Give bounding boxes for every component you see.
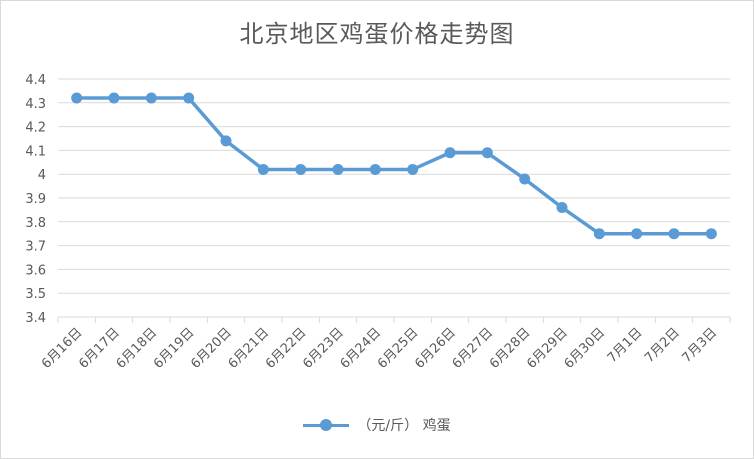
y-tick-label: 3.7 <box>25 240 46 255</box>
legend-marker-icon <box>303 418 350 432</box>
data-point <box>108 92 120 104</box>
x-tick-label: 6月30日 <box>562 325 609 372</box>
legend-label: （元/斤） 鸡蛋 <box>357 418 451 434</box>
x-tick-label: 7月2日 <box>642 325 683 366</box>
y-tick-label: 4.2 <box>25 121 46 136</box>
data-point <box>369 163 381 175</box>
x-tick-label: 6月19日 <box>151 325 198 372</box>
data-point <box>295 163 307 175</box>
data-point <box>519 173 531 185</box>
x-tick-label: 6月25日 <box>375 325 422 372</box>
data-point <box>257 163 269 175</box>
x-tick-label: 7月3日 <box>679 325 720 366</box>
data-point <box>145 92 157 104</box>
data-point <box>332 163 344 175</box>
legend: （元/斤） 鸡蛋 <box>0 415 754 435</box>
data-point <box>481 147 493 159</box>
y-tick-label: 4.4 <box>25 73 46 88</box>
y-tick-label: 4.1 <box>25 144 46 159</box>
data-point <box>220 135 232 147</box>
y-tick-label: 4.3 <box>25 97 46 112</box>
x-tick-label: 6月28日 <box>487 325 534 372</box>
data-point <box>705 228 717 240</box>
y-tick-label: 3.8 <box>25 216 46 231</box>
data-point <box>444 147 456 159</box>
data-point <box>593 228 605 240</box>
chart-title: 北京地区鸡蛋价格走势图 <box>239 20 515 48</box>
x-tick-label: 7月1日 <box>605 325 646 366</box>
x-tick-label: 6月16日 <box>39 325 86 372</box>
y-tick-label: 3.9 <box>25 192 46 207</box>
y-tick-label: 3.4 <box>25 311 46 326</box>
data-point <box>407 163 419 175</box>
x-tick-label: 6月22日 <box>263 325 310 372</box>
series-line <box>74 96 714 236</box>
y-tick-label: 3.6 <box>25 263 46 278</box>
data-point <box>668 228 680 240</box>
data-point <box>183 92 195 104</box>
data-point <box>71 92 83 104</box>
y-tick-label: 4 <box>38 168 46 183</box>
data-point <box>556 202 568 214</box>
data-point <box>631 228 643 240</box>
y-tick-label: 3.5 <box>25 287 46 302</box>
